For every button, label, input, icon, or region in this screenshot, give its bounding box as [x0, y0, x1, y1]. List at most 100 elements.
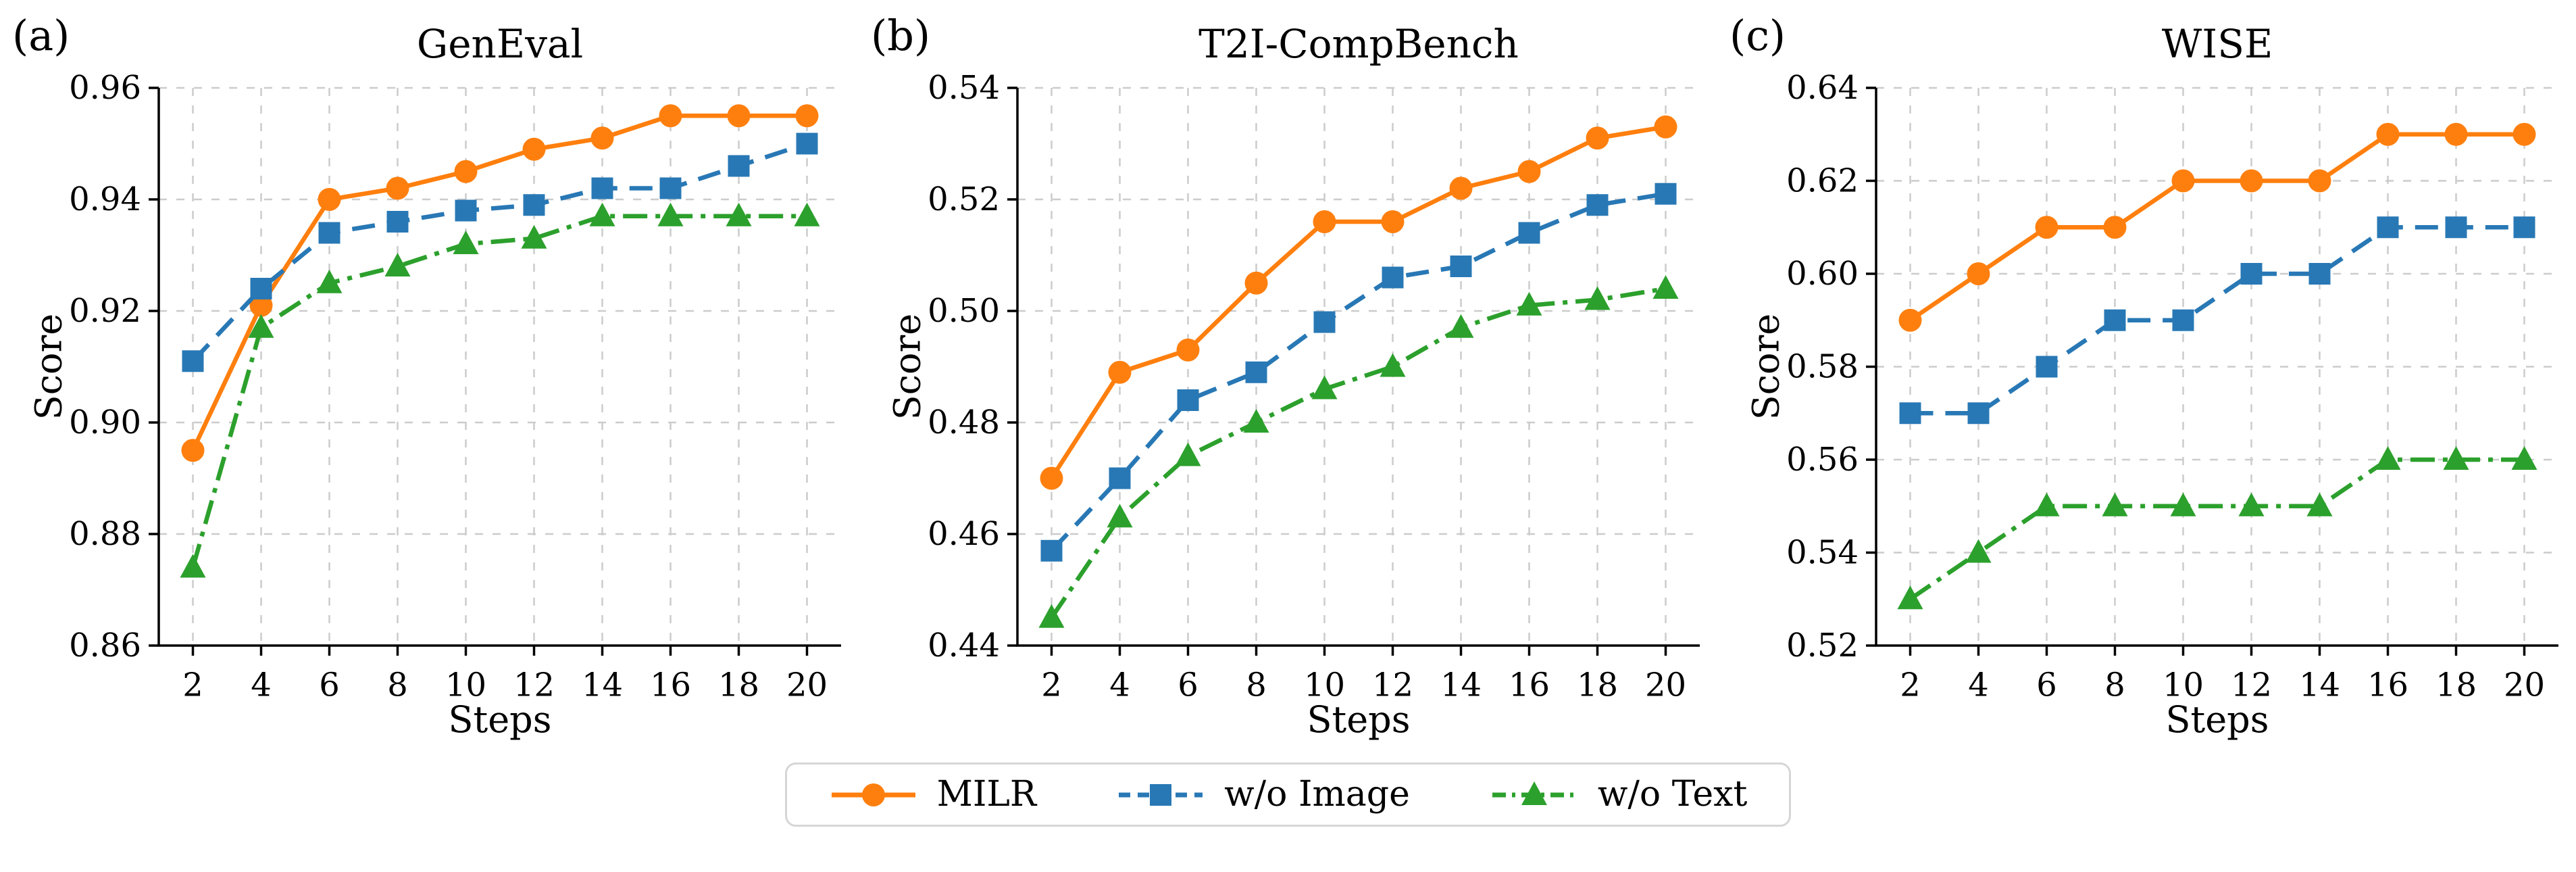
data-point-marker-circle: [1654, 115, 1677, 139]
data-point-marker-triangle: [1243, 409, 1269, 433]
x-tick-label: 6: [1178, 667, 1198, 704]
legend-label-wo-text: w/o Text: [1597, 774, 1748, 815]
x-tick-label: 16: [650, 667, 691, 704]
data-point-marker-square: [1655, 183, 1677, 205]
chart-title: GenEval: [417, 21, 583, 67]
data-point-marker-triangle: [180, 554, 206, 578]
x-tick-label: 16: [1509, 667, 1550, 704]
data-point-marker-triangle: [657, 202, 684, 226]
wo-image-line-marker-icon: [1119, 783, 1203, 806]
data-point-marker-square: [1109, 467, 1131, 489]
chart-panel-wise: 2 4 6 8 10 12 14 16 18 20 0.52 0.54 0.56 0.58 0.60 0.62…: [1717, 0, 2576, 744]
wise-chart: 2 4 6 8 10 12 14 16 18 20 0.52 0.54 0.56 0.58 0.60 0.62…: [1729, 11, 2558, 741]
x-tick-label: 8: [1246, 667, 1267, 704]
legend-sample-marker: [1150, 783, 1172, 806]
y-axis-label: Score: [886, 314, 929, 420]
x-tick-label: 6: [2036, 667, 2057, 704]
data-point-marker-circle: [1244, 271, 1268, 295]
data-point-marker-triangle: [248, 314, 274, 338]
data-point-marker-square: [1382, 266, 1404, 289]
data-point-marker-circle: [522, 137, 546, 161]
data-point-marker-circle: [2512, 122, 2536, 146]
data-point-marker-square: [2445, 216, 2467, 239]
x-tick-label: 4: [1968, 667, 1989, 704]
legend-entry-wo-image: w/o Image: [1116, 775, 1410, 814]
data-point-marker-circle: [1898, 308, 1922, 332]
data-point-marker-square: [2104, 309, 2126, 331]
data-point-marker-triangle: [1897, 585, 1923, 610]
series-line-w-o-text: [1049, 286, 1667, 619]
milr-line-marker-icon: [831, 783, 915, 806]
data-point-marker-square: [2172, 309, 2194, 331]
data-point-marker-triangle: [1380, 353, 1406, 377]
y-tick-label: 0.64: [1786, 69, 1859, 107]
data-point-marker-circle: [249, 293, 273, 317]
y-tick-label: 0.54: [1786, 534, 1859, 572]
x-tick-label: 20: [2504, 667, 2545, 704]
data-point-marker-square: [1967, 402, 1990, 425]
chart-panel-t2i-compbench: 2 4 6 8 10 12 14 16 18 20 0.44 0.46 0.48 0.50 0.52 0.54…: [859, 0, 1717, 744]
data-point-marker-circle: [1586, 126, 1609, 150]
data-point-marker-triangle: [794, 202, 820, 226]
data-point-marker-square: [250, 278, 272, 299]
data-point-marker-circle: [2376, 122, 2400, 146]
data-point-marker-triangle: [2238, 492, 2265, 516]
data-point-marker-triangle: [1175, 442, 1201, 466]
chart-title: WISE: [2162, 21, 2273, 67]
data-point-marker-square: [2036, 356, 2058, 378]
y-axis-label: Score: [1745, 314, 1788, 420]
data-point-marker-square: [386, 211, 409, 233]
x-tick-label: 12: [513, 667, 555, 704]
x-tick-label: 18: [1577, 667, 1618, 704]
data-point-marker-triangle: [589, 202, 615, 226]
data-point-marker-circle: [2444, 122, 2468, 146]
data-point-marker-triangle: [1107, 504, 1133, 528]
x-tick-label: 14: [1440, 667, 1482, 704]
data-point-marker-triangle: [1448, 314, 1474, 338]
data-point-marker-circle: [318, 188, 341, 211]
x-tick-label: 8: [2104, 667, 2125, 704]
legend: MILR w/o Image w/o Text: [784, 762, 1792, 827]
y-tick-label: 0.92: [69, 292, 141, 330]
data-point-marker-square: [659, 177, 682, 199]
y-tick-label: 0.44: [928, 627, 1000, 664]
y-tick-label: 0.60: [1786, 255, 1859, 293]
data-point-marker-square: [1586, 194, 1609, 216]
y-tick-label: 0.52: [928, 180, 1000, 218]
data-point-marker-square: [1245, 361, 1267, 383]
data-point-marker-square: [1899, 402, 1921, 425]
series-line-milr: [1909, 132, 2525, 322]
x-axis-label: Steps: [449, 698, 552, 741]
x-tick-label: 14: [582, 667, 623, 704]
y-tick-label: 0.90: [69, 404, 141, 441]
t2i-compbench-chart: 2 4 6 8 10 12 14 16 18 20 0.44 0.46 0.48 0.50 0.52 0.54…: [871, 11, 1700, 741]
data-point-marker-circle: [727, 104, 751, 128]
data-point-marker-circle: [1381, 210, 1405, 233]
x-axis-label: Steps: [2166, 698, 2269, 741]
data-point-marker-triangle: [2170, 492, 2196, 516]
data-point-marker-circle: [1967, 262, 1990, 285]
data-point-marker-square: [1450, 256, 1472, 277]
data-point-marker-square: [523, 194, 545, 216]
y-tick-label: 0.54: [928, 69, 1000, 107]
data-point-marker-triangle: [2511, 446, 2537, 470]
series-line-w-o-image: [1910, 225, 2525, 416]
x-tick-label: 8: [387, 667, 408, 704]
data-point-marker-square: [728, 155, 750, 177]
data-point-marker-square: [1518, 222, 1540, 244]
data-point-marker-square: [1177, 389, 1199, 411]
y-tick-label: 0.52: [1786, 627, 1859, 664]
y-tick-label: 0.50: [928, 292, 1000, 330]
x-tick-label: 10: [1304, 667, 1345, 704]
data-point-marker-square: [2377, 216, 2399, 239]
data-point-marker-square: [1313, 311, 1336, 333]
data-point-marker-circle: [2103, 216, 2127, 239]
data-point-marker-square: [2513, 216, 2535, 239]
panel-label: (a): [12, 11, 70, 60]
data-point-marker-circle: [1313, 210, 1336, 233]
y-tick-label: 0.48: [928, 404, 1000, 441]
data-point-marker-circle: [1108, 360, 1132, 384]
data-point-marker-triangle: [2034, 492, 2060, 516]
legend-entry-milr: MILR: [829, 775, 1036, 814]
x-tick-label: 10: [445, 667, 486, 704]
